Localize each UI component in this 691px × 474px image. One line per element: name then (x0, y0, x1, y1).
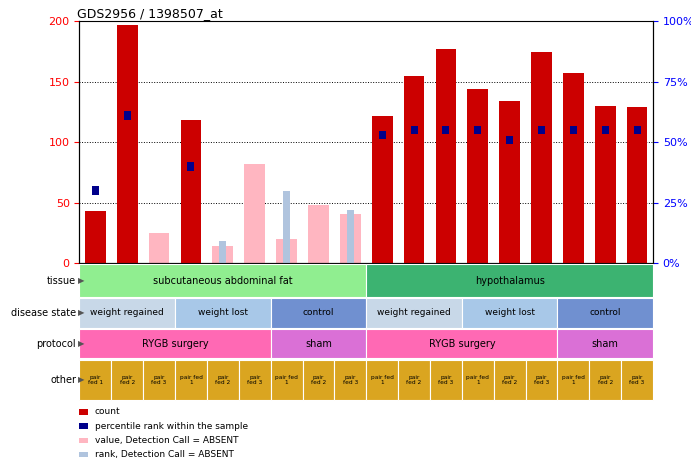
Text: pair
fed 2: pair fed 2 (406, 374, 422, 385)
Bar (149, 233, 169, 263)
Bar (187, 162, 194, 171)
Text: protocol: protocol (37, 338, 76, 349)
Bar (435, 49, 456, 263)
Text: sham: sham (591, 338, 618, 349)
Text: pair
fed 3: pair fed 3 (438, 374, 453, 385)
Bar (506, 136, 513, 144)
Text: pair fed
1: pair fed 1 (180, 374, 202, 385)
Text: ▶: ▶ (78, 309, 84, 317)
Bar (595, 106, 616, 263)
Text: other: other (50, 375, 76, 385)
Text: count: count (95, 408, 120, 416)
Bar (308, 205, 329, 263)
Text: pair
fed 3: pair fed 3 (151, 374, 167, 385)
Bar (404, 76, 424, 263)
Bar (634, 126, 641, 134)
Bar (410, 126, 417, 134)
Bar (340, 213, 361, 263)
Text: RYGB surgery: RYGB surgery (142, 338, 209, 349)
Bar (219, 241, 227, 263)
Text: rank, Detection Call = ABSENT: rank, Detection Call = ABSENT (95, 450, 234, 459)
Bar (92, 186, 99, 195)
Text: pair fed
1: pair fed 1 (275, 374, 298, 385)
Bar (85, 211, 106, 263)
Text: weight lost: weight lost (198, 309, 248, 317)
Bar (570, 126, 577, 134)
Bar (531, 52, 552, 263)
Text: weight regained: weight regained (377, 309, 451, 317)
Text: pair
fed 2: pair fed 2 (311, 374, 326, 385)
Bar (379, 131, 386, 139)
Text: pair
fed 3: pair fed 3 (534, 374, 549, 385)
Text: pair
fed 2: pair fed 2 (502, 374, 518, 385)
Text: pair
fed 2: pair fed 2 (120, 374, 135, 385)
Text: weight regained: weight regained (91, 309, 164, 317)
Bar (245, 164, 265, 263)
Bar (283, 191, 290, 263)
Bar (500, 101, 520, 263)
Text: control: control (303, 309, 334, 317)
Text: control: control (589, 309, 621, 317)
Text: percentile rank within the sample: percentile rank within the sample (95, 422, 248, 430)
Text: weight lost: weight lost (484, 309, 535, 317)
Text: hypothalamus: hypothalamus (475, 275, 545, 286)
Text: pair
fed 2: pair fed 2 (598, 374, 613, 385)
Text: pair fed
1: pair fed 1 (562, 374, 585, 385)
Bar (124, 111, 131, 120)
Bar (474, 126, 481, 134)
Text: RYGB surgery: RYGB surgery (428, 338, 495, 349)
Bar (347, 210, 354, 263)
Text: sham: sham (305, 338, 332, 349)
Text: value, Detection Call = ABSENT: value, Detection Call = ABSENT (95, 436, 238, 445)
Bar (372, 116, 392, 263)
Text: tissue: tissue (47, 275, 76, 286)
Text: pair
fed 3: pair fed 3 (247, 374, 263, 385)
Bar (442, 126, 449, 134)
Bar (213, 246, 233, 263)
Text: ▶: ▶ (78, 375, 84, 384)
Text: subcutaneous abdominal fat: subcutaneous abdominal fat (153, 275, 293, 286)
Text: ▶: ▶ (78, 276, 84, 285)
Text: disease state: disease state (11, 308, 76, 318)
Text: pair fed
1: pair fed 1 (371, 374, 394, 385)
Bar (563, 73, 584, 263)
Text: pair fed
1: pair fed 1 (466, 374, 489, 385)
Bar (538, 126, 545, 134)
Bar (602, 126, 609, 134)
Bar (117, 25, 138, 263)
Text: ▶: ▶ (78, 339, 84, 348)
Bar (180, 120, 201, 263)
Bar (467, 89, 488, 263)
Text: pair
fed 1: pair fed 1 (88, 374, 103, 385)
Text: pair
fed 3: pair fed 3 (630, 374, 645, 385)
Text: GDS2956 / 1398507_at: GDS2956 / 1398507_at (77, 7, 223, 20)
Text: pair
fed 3: pair fed 3 (343, 374, 358, 385)
Bar (627, 107, 647, 263)
Bar (276, 239, 297, 263)
Text: pair
fed 2: pair fed 2 (215, 374, 231, 385)
